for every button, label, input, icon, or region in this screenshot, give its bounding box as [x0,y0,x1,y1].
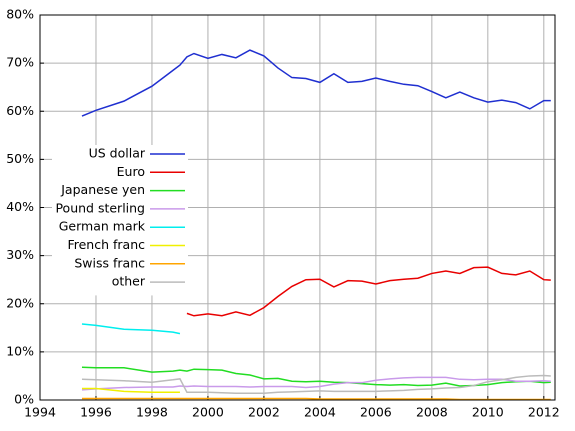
legend-label: Japanese yen [60,182,145,197]
legend-label: US dollar [89,146,146,161]
legend-label: German mark [59,219,146,234]
x-tick-label: 2000 [192,405,224,420]
series-line [81,366,551,387]
y-tick-label: 20% [6,295,34,310]
x-tick-label: 2006 [360,405,392,420]
legend-label: Swiss franc [74,255,145,270]
legend-label: French franc [67,237,145,252]
x-tick-label: 2012 [528,405,560,420]
y-tick-label: 0% [14,392,34,407]
plot-frame [39,14,556,401]
y-tick-label: 40% [6,199,34,214]
legend-label: other [112,274,146,289]
series-line [81,374,551,395]
y-tick-label: 10% [6,343,34,358]
legend-label: Pound sterling [55,200,145,215]
y-tick-label: 50% [6,151,34,166]
x-tick-label: 1998 [136,405,168,420]
x-tick-label: 1994 [24,405,56,420]
x-tick-label: 2010 [472,405,504,420]
series-line [81,49,551,117]
series-line [186,266,551,317]
y-tick-label: 80% [6,7,34,22]
series-line [81,323,181,335]
y-tick-label: 70% [6,55,34,70]
legend-box [52,145,188,296]
legend-label: Euro [117,164,145,179]
x-tick-label: 1996 [80,405,112,420]
series-line [81,387,180,394]
x-tick-label: 2008 [416,405,448,420]
y-tick-label: 30% [6,247,34,262]
x-tick-label: 2002 [248,405,280,420]
y-tick-label: 60% [6,103,34,118]
x-tick-label: 2004 [304,405,336,420]
